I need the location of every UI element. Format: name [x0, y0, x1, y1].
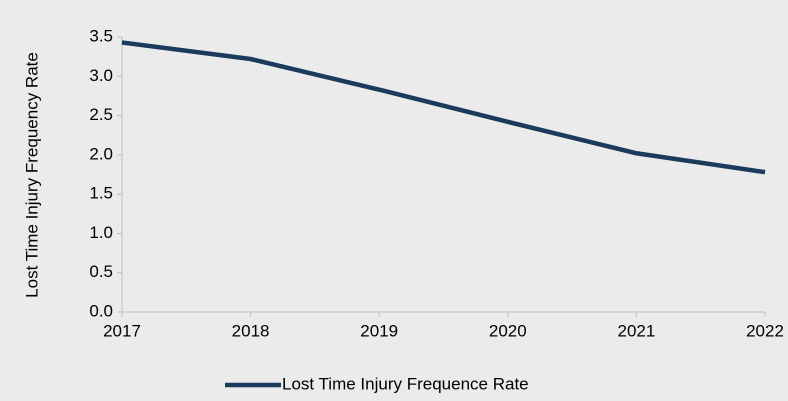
x-tick-label: 2017	[103, 321, 141, 340]
y-tick-label: 3.5	[89, 26, 113, 45]
line-series	[121, 40, 766, 175]
y-tick-label: 0.0	[89, 301, 113, 320]
y-tick-label: 1.5	[89, 184, 113, 203]
y-tick-label: 2.5	[89, 105, 113, 124]
y-tick-label: 1.0	[89, 223, 113, 242]
x-tick-label: 2018	[232, 321, 270, 340]
legend-label: Lost Time Injury Frequence Rate	[282, 374, 529, 393]
x-tick-label: 2022	[746, 321, 784, 340]
x-tick-label: 2019	[360, 321, 398, 340]
y-axis-label: Lost Time Injury Frequency Rate	[22, 52, 41, 298]
y-tick-label: 2.0	[89, 144, 113, 163]
y-tick-label: 0.5	[89, 262, 113, 281]
x-tick-label: 2020	[489, 321, 527, 340]
x-tick-label: 2021	[617, 321, 655, 340]
y-tick-label: 3.0	[89, 66, 113, 85]
